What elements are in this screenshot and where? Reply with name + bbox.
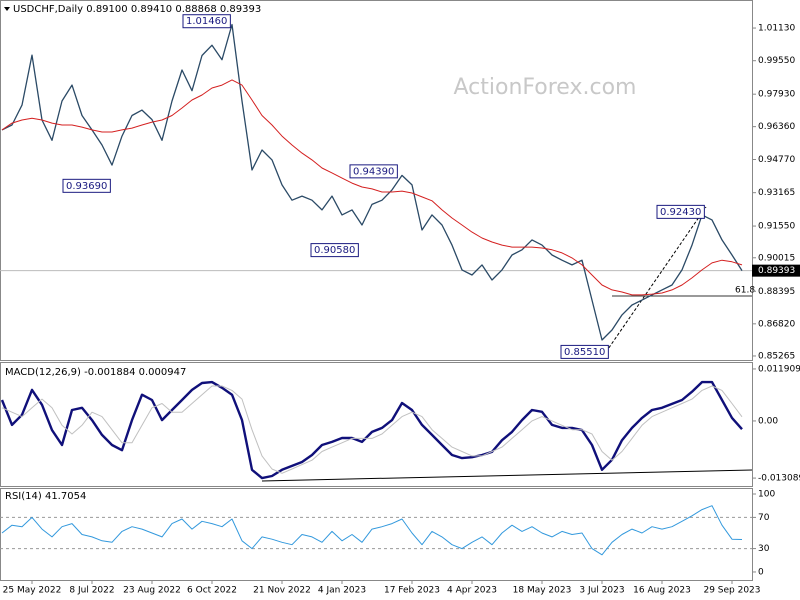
annotation-label: 0.92430 xyxy=(660,207,701,218)
y-tick-label: 70 xyxy=(758,513,770,523)
y-tick-label: 100 xyxy=(758,490,775,500)
annotation-box xyxy=(656,204,705,219)
chart-title: USDCHF,Daily 0.89100 0.89410 0.88868 0.8… xyxy=(13,4,261,15)
y-tick-label: 0.91550 xyxy=(758,222,795,232)
y-tick-label: 0.86820 xyxy=(758,319,795,329)
annotation-label: 0.93690 xyxy=(66,181,107,192)
macd-pane xyxy=(0,362,753,487)
x-tick-label: 4 Apr 2023 xyxy=(447,586,497,596)
rsi-title: RSI(14) 41.7054 xyxy=(5,491,86,502)
annotation-box xyxy=(182,14,231,29)
x-tick-label: 23 Aug 2022 xyxy=(123,586,181,596)
series-line xyxy=(0,380,743,480)
series-line xyxy=(1,385,743,474)
fib-label: 61.8 xyxy=(735,286,755,296)
x-tick-label: 8 Jul 2022 xyxy=(69,586,114,596)
rsi-pane xyxy=(0,488,753,581)
y-tick-label: 0.99550 xyxy=(758,56,795,66)
macd-title: MACD(12,26,9) -0.001884 0.000947 xyxy=(5,367,186,378)
macd-trendline xyxy=(261,469,753,482)
annotation-box xyxy=(310,243,359,258)
annotation-label: 1.01460 xyxy=(186,16,227,27)
annotation-label: 0.90580 xyxy=(314,245,355,256)
annotation-box xyxy=(560,344,609,359)
y-tick-label: -0.013089 xyxy=(758,474,800,484)
series-line xyxy=(1,505,743,556)
annotation-label: 0.94390 xyxy=(353,166,394,177)
x-tick-label: 6 Oct 2022 xyxy=(187,586,237,596)
series-line xyxy=(1,79,743,296)
y-tick-label: 0.88395 xyxy=(758,287,795,297)
last-price-label: 0.89393 xyxy=(758,266,795,276)
watermark: ActionForex.com xyxy=(454,75,637,100)
swing-line xyxy=(605,206,707,353)
y-tick-label: 0.011909 xyxy=(758,364,800,374)
y-tick-label: 0.96360 xyxy=(758,122,795,132)
x-tick-label: 21 Nov 2022 xyxy=(253,586,311,596)
y-tick-label: 0.00 xyxy=(758,416,778,426)
price-pane xyxy=(0,0,753,361)
header-icon xyxy=(4,7,10,11)
x-tick-label: 17 Feb 2023 xyxy=(384,586,440,596)
x-tick-label: 16 Aug 2023 xyxy=(633,586,691,596)
annotation-label: 0.85510 xyxy=(564,347,605,358)
annotation-box xyxy=(62,178,111,193)
x-tick-label: 4 Jan 2023 xyxy=(318,586,366,596)
y-tick-label: 0 xyxy=(758,567,764,577)
y-tick-label: 0.85265 xyxy=(758,351,795,361)
x-tick-label: 3 Jul 2023 xyxy=(579,586,624,596)
y-tick-label: 0.93165 xyxy=(758,188,795,198)
y-tick-label: 0.90015 xyxy=(758,253,795,263)
x-tick-label: 29 Sep 2023 xyxy=(703,586,760,596)
annotation-box xyxy=(349,164,398,179)
x-tick-label: 18 May 2023 xyxy=(513,586,572,596)
y-tick-label: 0.94770 xyxy=(758,155,795,165)
y-tick-label: 0.97930 xyxy=(758,90,795,100)
x-tick-label: 25 May 2022 xyxy=(3,586,62,596)
y-tick-label: 30 xyxy=(758,544,770,554)
last-price-box xyxy=(752,264,800,277)
y-tick-label: 1.01130 xyxy=(758,24,795,34)
